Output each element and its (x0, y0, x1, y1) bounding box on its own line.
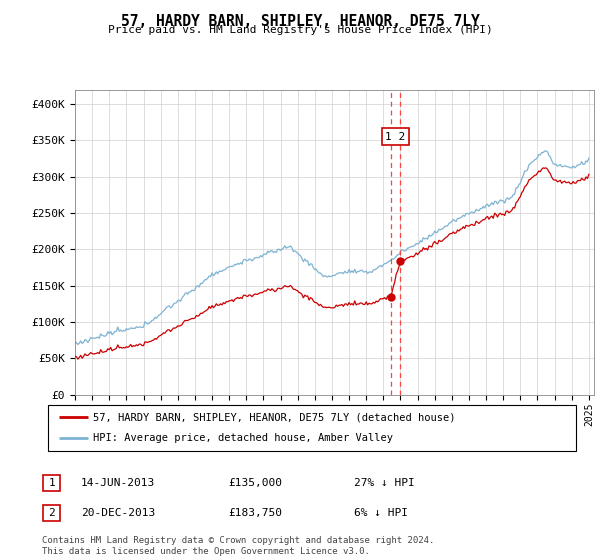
Text: Contains HM Land Registry data © Crown copyright and database right 2024.
This d: Contains HM Land Registry data © Crown c… (42, 536, 434, 556)
Text: 27% ↓ HPI: 27% ↓ HPI (354, 478, 415, 488)
Text: 57, HARDY BARN, SHIPLEY, HEANOR, DE75 7LY: 57, HARDY BARN, SHIPLEY, HEANOR, DE75 7L… (121, 14, 479, 29)
Text: 20-DEC-2013: 20-DEC-2013 (81, 508, 155, 518)
Text: 1 2: 1 2 (385, 132, 406, 142)
Text: 2: 2 (48, 508, 55, 518)
Text: 14-JUN-2013: 14-JUN-2013 (81, 478, 155, 488)
Text: £135,000: £135,000 (228, 478, 282, 488)
Text: 57, HARDY BARN, SHIPLEY, HEANOR, DE75 7LY (detached house): 57, HARDY BARN, SHIPLEY, HEANOR, DE75 7L… (93, 412, 455, 422)
Text: £183,750: £183,750 (228, 508, 282, 518)
FancyBboxPatch shape (43, 475, 60, 491)
FancyBboxPatch shape (43, 505, 60, 521)
Text: Price paid vs. HM Land Registry's House Price Index (HPI): Price paid vs. HM Land Registry's House … (107, 25, 493, 35)
Text: HPI: Average price, detached house, Amber Valley: HPI: Average price, detached house, Ambe… (93, 433, 393, 444)
Text: 6% ↓ HPI: 6% ↓ HPI (354, 508, 408, 518)
Text: 1: 1 (48, 478, 55, 488)
